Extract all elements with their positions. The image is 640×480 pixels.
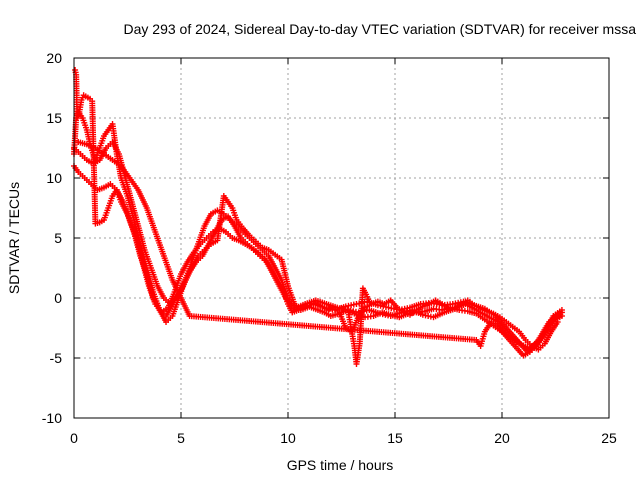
- x-tick-label: 0: [70, 430, 78, 446]
- chart-title: Day 293 of 2024, Sidereal Day-to-day VTE…: [124, 21, 637, 37]
- y-tick-label: -10: [42, 410, 62, 426]
- x-axis-label: GPS time / hours: [287, 457, 394, 473]
- y-tick-label: 20: [46, 50, 62, 66]
- data-points: [71, 67, 565, 367]
- x-tick-label: 5: [177, 430, 185, 446]
- y-tick-labels: 20 15 10 5 0 -5 -10: [42, 50, 62, 426]
- y-tick-label: 0: [54, 290, 62, 306]
- x-tick-labels: 0 5 10 15 20 25: [70, 430, 617, 446]
- grid-layer: [74, 58, 609, 418]
- plot-frame: [73, 57, 610, 419]
- y-tick-label: 10: [46, 170, 62, 186]
- x-tick-label: 25: [601, 430, 617, 446]
- y-axis-label: SDTVAR / TECUs: [6, 182, 22, 294]
- data-point: [74, 115, 81, 121]
- data-point: [366, 298, 373, 305]
- x-tick-label: 15: [387, 430, 403, 446]
- data-point: [558, 309, 565, 316]
- data-point-interp: [75, 112, 82, 118]
- y-tick-label: 5: [54, 230, 62, 246]
- y-tick-label: 15: [46, 110, 62, 126]
- x-tick-label: 20: [494, 430, 510, 446]
- x-tick-label: 10: [280, 430, 296, 446]
- y-tick-label: -5: [50, 350, 63, 366]
